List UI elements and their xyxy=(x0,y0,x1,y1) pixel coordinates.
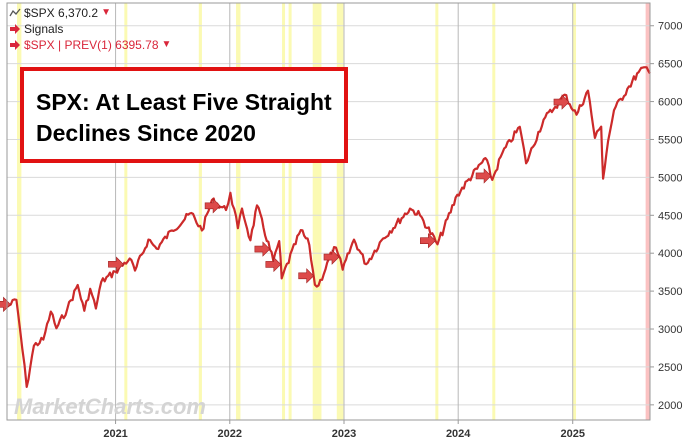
y-tick-label: 5000 xyxy=(658,172,682,184)
x-tick-label: 2021 xyxy=(103,428,127,440)
legend-item-prev[interactable]: $SPX | PREV(1) 6395.78 ▼ xyxy=(9,37,171,53)
watermark: MarketCharts.com xyxy=(14,394,206,419)
signal-band xyxy=(198,3,202,420)
y-tick-label: 3000 xyxy=(658,324,682,336)
x-tick-label: 2022 xyxy=(218,428,242,440)
y-tick-label: 2000 xyxy=(658,400,682,412)
signal-arrow xyxy=(323,249,340,265)
y-tick-label: 6000 xyxy=(658,97,682,109)
y-tick-label: 5500 xyxy=(658,134,682,146)
legend: $SPX 6,370.2 ▼ Signals $SPX | PREV(1) 63… xyxy=(9,5,171,53)
plot-frame xyxy=(6,2,651,421)
y-tick-label: 4500 xyxy=(658,210,682,222)
signal-band xyxy=(17,3,22,420)
signal-arrow xyxy=(475,168,492,184)
legend-item-signals[interactable]: Signals xyxy=(9,21,171,37)
callout-line-2: Declines Since 2020 xyxy=(36,120,256,146)
y-tick-label: 3500 xyxy=(658,286,682,298)
signal-band xyxy=(288,3,292,420)
line-icon xyxy=(9,8,21,17)
y-tick-label: 6500 xyxy=(658,59,682,71)
plot-background xyxy=(7,3,650,420)
signal-band xyxy=(435,3,439,420)
signal-band xyxy=(236,3,241,420)
arrow-icon xyxy=(10,40,20,50)
x-tick-label: 2023 xyxy=(332,428,356,440)
signal-arrow xyxy=(553,94,570,110)
callout-box: SPX: At Least Five Straight Declines Sin… xyxy=(20,67,348,163)
signal-arrow xyxy=(254,241,271,257)
signal-band xyxy=(645,3,650,420)
callout-line-1: SPX: At Least Five Straight xyxy=(36,89,332,115)
signal-band xyxy=(336,3,344,420)
y-tick-label: 4000 xyxy=(658,248,682,260)
signal-arrow xyxy=(108,256,124,272)
legend-label: $SPX | PREV(1) 6395.78 xyxy=(24,38,159,52)
signal-arrow xyxy=(298,268,315,284)
y-tick-label: 7000 xyxy=(658,21,682,33)
x-tick-label: 2024 xyxy=(446,428,471,440)
signal-arrow xyxy=(420,232,436,249)
signal-arrow xyxy=(265,256,282,273)
signal-band xyxy=(492,3,496,420)
legend-item-spx[interactable]: $SPX 6,370.2 ▼ xyxy=(9,5,171,21)
arrow-icon xyxy=(10,24,20,34)
signal-band xyxy=(573,3,577,420)
y-tick-label: 2500 xyxy=(658,362,682,374)
signal-band xyxy=(124,3,128,420)
x-tick-label: 2025 xyxy=(560,428,584,440)
legend-label: $SPX 6,370.2 xyxy=(24,6,99,20)
signal-band xyxy=(282,3,286,420)
legend-marker: ▼ xyxy=(101,7,111,18)
signal-band xyxy=(312,3,322,420)
legend-label: Signals xyxy=(24,22,64,36)
signal-arrow xyxy=(204,198,221,214)
legend-marker: ▼ xyxy=(161,39,172,50)
